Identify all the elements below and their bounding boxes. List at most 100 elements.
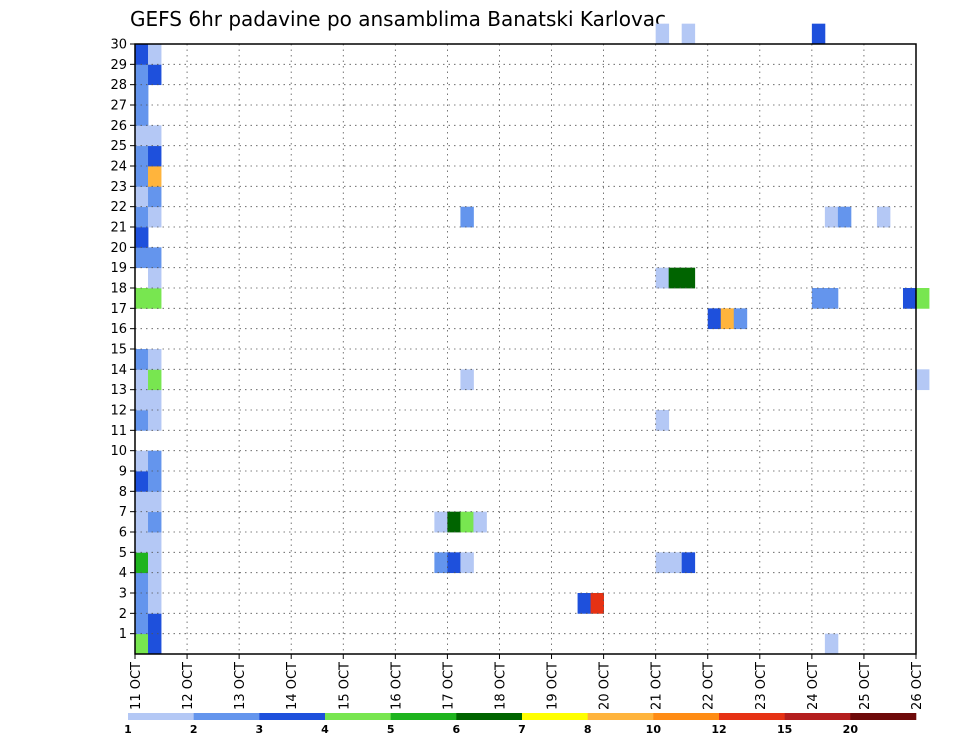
precip-cell xyxy=(148,267,162,289)
precip-cell xyxy=(135,369,149,391)
precip-cell xyxy=(655,410,670,431)
y-tick-label: 16 xyxy=(110,322,127,337)
y-tick-label: 25 xyxy=(110,139,127,154)
x-tick-label: 11 OCT xyxy=(129,662,144,710)
x-tick-label: 17 OCT xyxy=(441,662,456,710)
precip-cell xyxy=(148,572,162,594)
precip-cell xyxy=(148,450,162,472)
precip-cell xyxy=(135,389,149,411)
precip-cell xyxy=(135,145,149,167)
precip-cell xyxy=(655,552,670,574)
y-tick-label: 7 xyxy=(119,505,127,520)
colorbar-label: 2 xyxy=(190,723,198,736)
x-tick-label: 18 OCT xyxy=(493,662,508,710)
precip-cell xyxy=(733,308,748,330)
colorbar-swatch xyxy=(456,713,523,720)
precip-cell xyxy=(148,369,162,391)
x-tick-label: 23 OCT xyxy=(754,662,769,710)
precip-cell xyxy=(148,44,162,65)
precip-cell xyxy=(148,166,162,187)
precip-cell xyxy=(135,593,149,614)
cells-layer xyxy=(135,23,930,655)
x-tick-label: 24 OCT xyxy=(806,662,821,710)
precip-cell xyxy=(135,84,149,106)
x-axis: 11 OCT 12 OCT 13 OCT 14 OCT 15 OCT 16 OCT 17 O… xyxy=(129,654,925,710)
x-tick-label: 15 OCT xyxy=(337,662,352,710)
precip-cell xyxy=(135,105,149,126)
x-tick-label: 22 OCT xyxy=(702,662,717,710)
precip-cell xyxy=(668,267,683,289)
colorbar-swatch xyxy=(719,713,785,720)
precip-cell xyxy=(148,389,162,411)
colorbar-label: 6 xyxy=(453,723,461,736)
precip-cell xyxy=(135,552,149,574)
precip-cell xyxy=(707,308,722,330)
y-tick-label: 19 xyxy=(110,261,127,276)
y-tick-label: 23 xyxy=(110,180,127,195)
colorbar-label: 8 xyxy=(584,723,592,736)
colorbar-swatch xyxy=(390,713,457,720)
precip-cell xyxy=(135,206,149,228)
precip-cell xyxy=(681,267,696,289)
precip-cell xyxy=(460,369,474,391)
precip-cell xyxy=(916,369,930,391)
precip-cell xyxy=(135,511,149,533)
y-tick-label: 22 xyxy=(110,200,127,215)
y-tick-label: 3 xyxy=(119,587,127,602)
precip-cell xyxy=(811,288,826,309)
y-tick-label: 26 xyxy=(110,119,127,134)
y-tick-label: 1 xyxy=(119,627,127,642)
precip-cell xyxy=(135,64,149,86)
colorbar-label: 20 xyxy=(843,723,859,736)
precip-cell xyxy=(135,349,149,370)
precip-cell xyxy=(447,511,461,533)
colorbar-swatch xyxy=(128,713,194,720)
x-tick-label: 12 OCT xyxy=(181,662,196,710)
precip-cell xyxy=(460,511,474,533)
x-tick-label: 25 OCT xyxy=(858,662,873,710)
chart-title: GEFS 6hr padavine po ansamblima Banatski… xyxy=(130,7,666,31)
colorbar-label: 7 xyxy=(518,723,526,736)
precip-cell xyxy=(135,633,149,655)
precip-cell xyxy=(902,288,917,309)
precip-cell xyxy=(824,206,839,228)
precip-cell xyxy=(148,125,162,147)
precip-cell xyxy=(135,288,149,309)
precip-cell xyxy=(460,552,474,574)
precip-cell xyxy=(148,613,162,635)
precip-cell xyxy=(148,288,162,309)
y-tick-label: 4 xyxy=(119,566,127,581)
precip-cell xyxy=(135,227,149,248)
y-tick-label: 28 xyxy=(110,78,127,93)
precip-cell xyxy=(148,593,162,614)
precip-cell xyxy=(837,206,852,228)
colorbar-swatch xyxy=(193,713,260,720)
y-tick-label: 12 xyxy=(110,404,127,419)
precip-cell xyxy=(720,308,735,330)
x-tick-label: 19 OCT xyxy=(546,662,561,710)
precip-cell xyxy=(135,410,149,431)
colorbar-swatch xyxy=(850,713,917,720)
colorbar-swatch xyxy=(325,713,391,720)
y-tick-label: 24 xyxy=(110,160,127,175)
y-tick-label: 9 xyxy=(119,465,127,480)
precip-cell xyxy=(473,511,487,533)
precip-cell xyxy=(148,206,162,228)
precip-cell xyxy=(824,633,839,655)
precip-cell xyxy=(148,247,162,269)
precip-cell xyxy=(135,471,149,492)
grid-layer xyxy=(135,44,916,654)
precip-cell xyxy=(434,552,448,574)
y-tick-label: 29 xyxy=(110,58,127,73)
y-tick-label: 15 xyxy=(110,343,127,358)
precip-cell xyxy=(148,186,162,208)
colorbar-label: 4 xyxy=(321,723,329,736)
y-tick-label: 20 xyxy=(110,241,127,256)
precip-cell xyxy=(135,125,149,147)
colorbar-swatch xyxy=(587,713,654,720)
colorbar: 1 2 3 4 5 6 7 8 10 12 15 20 xyxy=(124,713,917,736)
precip-cell xyxy=(148,633,162,655)
x-tick-label: 16 OCT xyxy=(389,662,404,710)
precip-cell xyxy=(447,552,461,574)
